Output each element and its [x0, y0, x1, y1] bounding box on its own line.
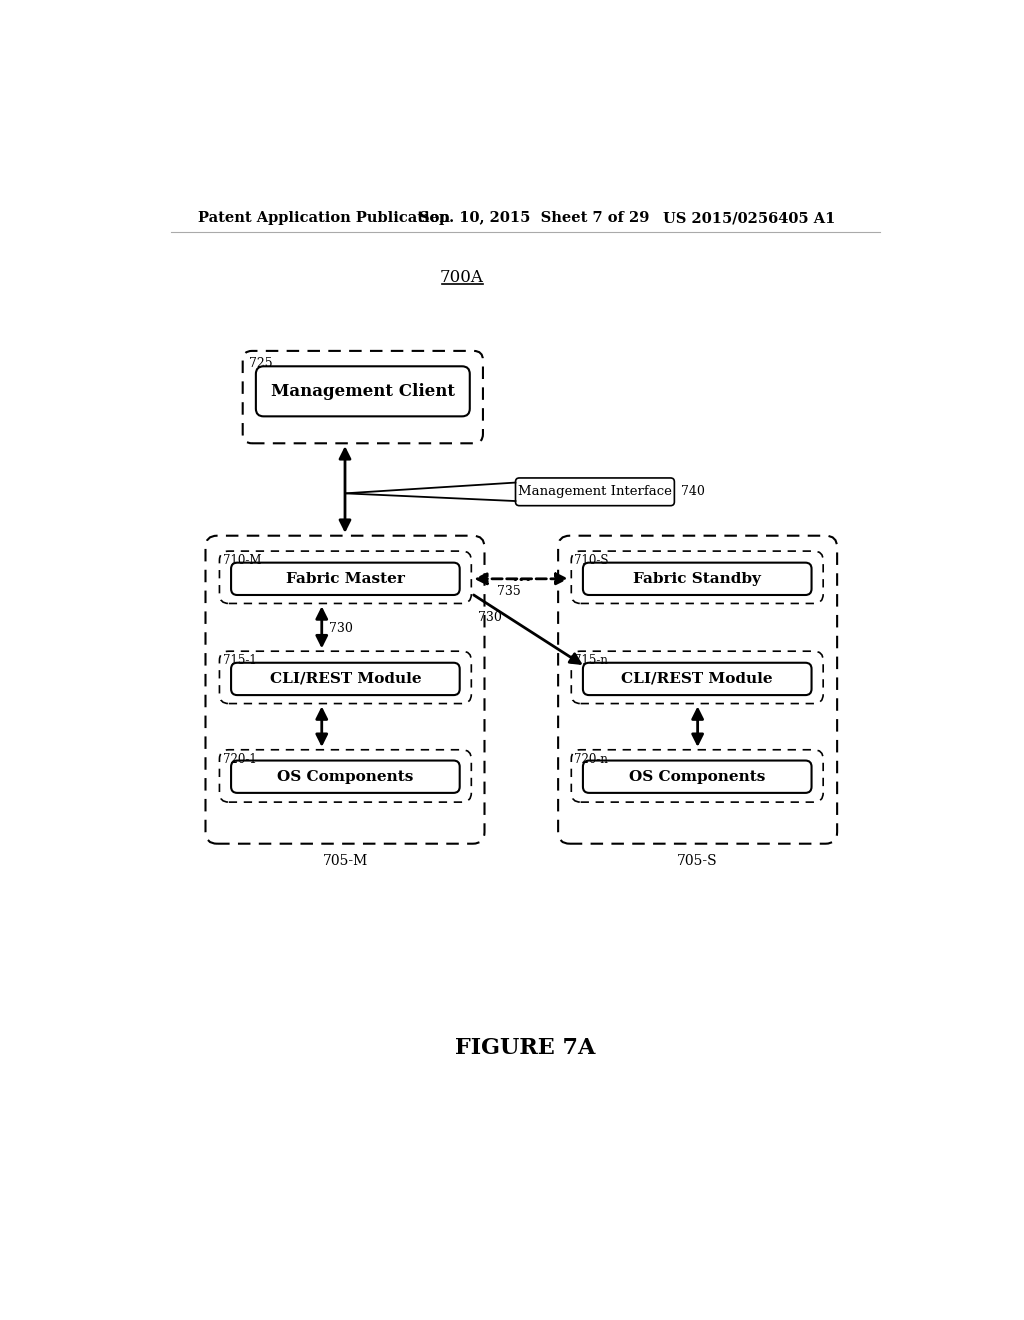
Text: 735: 735 [497, 585, 520, 598]
Text: FIGURE 7A: FIGURE 7A [455, 1036, 595, 1059]
Text: 720-n: 720-n [574, 752, 608, 766]
Text: 740: 740 [681, 486, 705, 499]
Text: 725: 725 [249, 358, 272, 370]
Text: Fabric Master: Fabric Master [286, 572, 404, 586]
Text: CLI/REST Module: CLI/REST Module [622, 672, 773, 686]
Text: 710-M: 710-M [222, 554, 261, 568]
Text: 700A: 700A [439, 269, 483, 286]
Text: 730: 730 [478, 611, 502, 624]
Text: OS Components: OS Components [629, 770, 765, 784]
Text: CLI/REST Module: CLI/REST Module [269, 672, 421, 686]
Text: 715-1: 715-1 [222, 655, 256, 668]
Text: Sep. 10, 2015  Sheet 7 of 29: Sep. 10, 2015 Sheet 7 of 29 [419, 211, 649, 226]
Text: 715-n: 715-n [574, 655, 608, 668]
Text: US 2015/0256405 A1: US 2015/0256405 A1 [663, 211, 836, 226]
Text: OS Components: OS Components [278, 770, 414, 784]
Text: Management Client: Management Client [270, 383, 455, 400]
Text: ...: ... [511, 566, 532, 585]
Text: Management Interface: Management Interface [518, 486, 672, 499]
Text: 730: 730 [330, 622, 353, 635]
Text: Fabric Standby: Fabric Standby [633, 572, 761, 586]
Text: 705-S: 705-S [677, 854, 718, 867]
Text: 705-M: 705-M [323, 854, 368, 867]
Text: 710-S: 710-S [574, 554, 609, 568]
Text: Patent Application Publication: Patent Application Publication [198, 211, 450, 226]
Text: 720-1: 720-1 [222, 752, 256, 766]
